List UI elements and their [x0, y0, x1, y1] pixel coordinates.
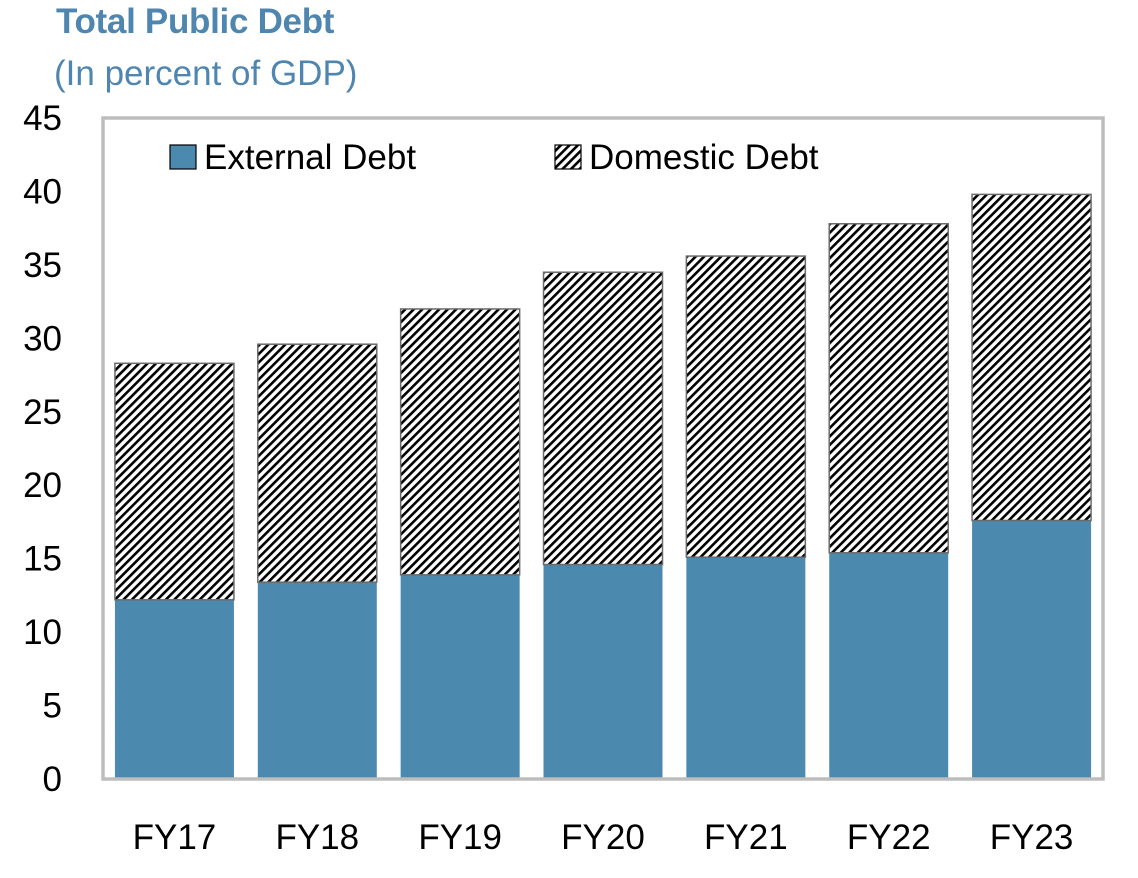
- y-tick-label: 35: [23, 246, 62, 285]
- x-tick-label: FY20: [561, 818, 645, 857]
- bar-domestic-debt-fy21: [685, 255, 807, 558]
- y-tick-label: 30: [23, 319, 62, 358]
- bar-external-debt-fy19: [400, 574, 520, 779]
- y-tick-label: 20: [23, 466, 62, 505]
- y-tick-label: 15: [23, 540, 62, 579]
- y-tick-label: 5: [43, 687, 62, 726]
- legend: External Debt Domestic Debt: [169, 138, 819, 177]
- legend-label-external-debt: External Debt: [204, 138, 416, 177]
- y-tick-label: 25: [23, 393, 62, 432]
- bar-external-debt-fy21: [686, 557, 806, 779]
- legend-swatch-domestic-debt: [554, 144, 582, 170]
- x-tick-label: FY22: [847, 818, 931, 857]
- y-tick-label: 45: [23, 99, 62, 138]
- x-tick-label: FY17: [133, 818, 217, 857]
- y-tick-label: 0: [43, 760, 62, 799]
- bar-external-debt-fy22: [829, 552, 949, 779]
- bars-layer: [114, 193, 1092, 779]
- axes-layer: FY17 FY18 FY19 FY20 FY21 FY22 FY23 0 5 10 15 20 25 30…: [23, 99, 1105, 857]
- bar-domestic-debt-fy17: [114, 362, 235, 601]
- y-tick-label: 10: [23, 613, 62, 652]
- y-tick-label: 40: [23, 172, 62, 211]
- plot-frame: [101, 116, 1105, 781]
- bar-external-debt-fy17: [114, 599, 234, 779]
- bar-domestic-debt-fy19: [399, 308, 521, 576]
- x-tick-label: FY23: [990, 818, 1074, 857]
- bar-external-debt-fy20: [543, 564, 663, 779]
- bar-external-debt-fy18: [257, 582, 377, 779]
- x-tick-label: FY19: [418, 818, 502, 857]
- bar-domestic-debt-fy20: [542, 271, 664, 566]
- legend-swatch-external-debt: [169, 144, 197, 170]
- bar-external-debt-fy23: [972, 520, 1092, 779]
- bar-domestic-debt-fy23: [971, 193, 1092, 522]
- chart-title: Total Public Debt: [56, 2, 335, 41]
- x-tick-label: FY21: [704, 818, 788, 857]
- x-tick-label: FY18: [275, 818, 359, 857]
- bar-domestic-debt-fy18: [257, 343, 378, 583]
- bar-domestic-debt-fy22: [828, 223, 949, 554]
- chart-subtitle: (In percent of GDP): [54, 54, 358, 93]
- legend-label-domestic-debt: Domestic Debt: [589, 138, 819, 177]
